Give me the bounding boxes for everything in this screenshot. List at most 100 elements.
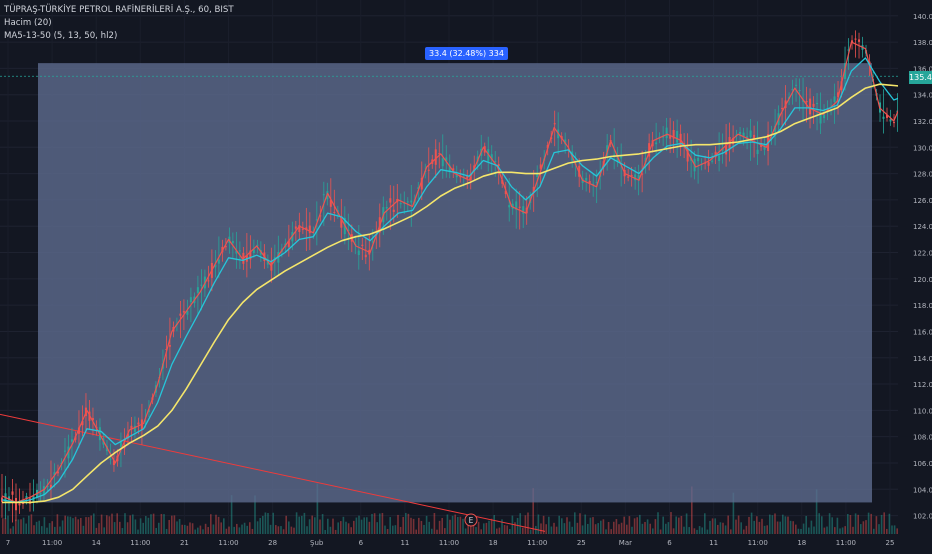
candle-body (168, 345, 171, 347)
volume-bar (704, 513, 706, 534)
volume-bar (579, 513, 581, 534)
volume-bar (165, 528, 168, 534)
volume-bar (171, 515, 173, 534)
volume-bar (683, 526, 685, 534)
price-axis[interactable] (898, 0, 932, 550)
volume-bar (392, 525, 394, 534)
volume-bar (542, 515, 545, 534)
volume-bar (545, 524, 547, 534)
volume-bar (847, 514, 849, 534)
volume-bar (319, 519, 321, 534)
y-tick-label: 140.0 (913, 13, 932, 21)
volume-bar (334, 529, 337, 534)
volume-bar (870, 513, 872, 534)
volume-bar (782, 514, 784, 534)
volume-bar (818, 513, 820, 534)
trendline[interactable] (0, 413, 546, 532)
volume-bar (727, 515, 729, 534)
volume-bar (662, 516, 664, 534)
candle-body (39, 493, 42, 495)
volume-bar (610, 529, 612, 534)
volume-bar (774, 513, 776, 534)
earnings-marker[interactable]: E (464, 513, 478, 527)
y-tick-label: 126.0 (913, 197, 932, 205)
volume-bar (675, 516, 677, 534)
candle-body (231, 240, 234, 244)
volume-bar (95, 527, 98, 534)
volume-bar (750, 512, 753, 534)
candle-body (858, 39, 861, 42)
volume-bar (477, 521, 480, 534)
volume-bar (412, 518, 415, 534)
volume-bar (28, 515, 30, 534)
ma-indicator-label[interactable]: MA5-13-50 (5, 13, 50, hl2) (4, 31, 118, 41)
volume-bar (485, 522, 488, 534)
volume-bar (126, 522, 129, 534)
candle-body (417, 187, 420, 189)
x-tick-label: 25 (886, 539, 895, 547)
volume-bar (550, 526, 553, 534)
candle-body (109, 458, 112, 460)
candle-body (791, 89, 794, 91)
symbol-title[interactable]: TÜPRAŞ-TÜRKİYE PETROL RAFİNERİLERİ A.Ş.,… (4, 5, 234, 15)
volume-indicator-label[interactable]: Hacim (20) (4, 18, 52, 28)
volume-bar (769, 514, 771, 534)
volume-bar (386, 528, 389, 534)
volume-bar (678, 517, 680, 534)
volume-bar (748, 516, 750, 534)
volume-bar (314, 517, 316, 534)
candle-body (301, 228, 304, 230)
volume-bar (321, 514, 324, 534)
candle-body (893, 122, 896, 124)
volume-bar (111, 513, 113, 534)
x-tick-label: 11:00 (748, 539, 768, 547)
candle-body (385, 207, 388, 209)
volume-bar (134, 519, 137, 534)
volume-bar (74, 516, 77, 534)
volume-bar (873, 528, 875, 534)
volume-bar (366, 517, 368, 534)
x-tick-label: 11:00 (836, 539, 856, 547)
volume-bar (831, 517, 833, 534)
candle-body (7, 496, 10, 500)
volume-bar (865, 520, 867, 534)
candle-body (46, 485, 49, 488)
volume-bar (657, 512, 659, 534)
volume-bar (251, 528, 254, 534)
volume-bar (150, 514, 152, 534)
volume-bar (839, 528, 841, 534)
volume-bar (389, 517, 391, 534)
candle-body (329, 199, 332, 207)
volume-bar (693, 528, 696, 534)
volume-bar (589, 517, 592, 534)
volume-bar (61, 520, 64, 534)
volume-bar (285, 515, 287, 534)
volume-bar (597, 523, 599, 534)
volume-bar (236, 523, 238, 534)
volume-bar (269, 524, 272, 534)
volume-bar (82, 525, 85, 534)
volume-bar (475, 527, 477, 534)
volume-bar (615, 519, 618, 534)
candle-body (886, 114, 889, 118)
candle-body (445, 157, 448, 162)
volume-bar (540, 523, 542, 534)
volume-bar (613, 521, 615, 534)
y-tick-label: 108.0 (913, 434, 932, 442)
volume-bar (576, 522, 579, 534)
y-tick-label: 132.0 (913, 118, 932, 126)
volume-bar (173, 515, 176, 534)
volume-bar (761, 518, 763, 534)
volume-bar (722, 522, 724, 534)
volume-bar (241, 524, 243, 534)
time-axis[interactable] (0, 534, 932, 550)
volume-bar (449, 519, 451, 534)
volume-bar (607, 521, 610, 534)
candle-body (434, 149, 437, 165)
y-tick-label: 112.0 (913, 381, 932, 389)
volume-bar (142, 522, 144, 534)
volume-bar (636, 517, 638, 534)
volume-bar (464, 528, 467, 534)
